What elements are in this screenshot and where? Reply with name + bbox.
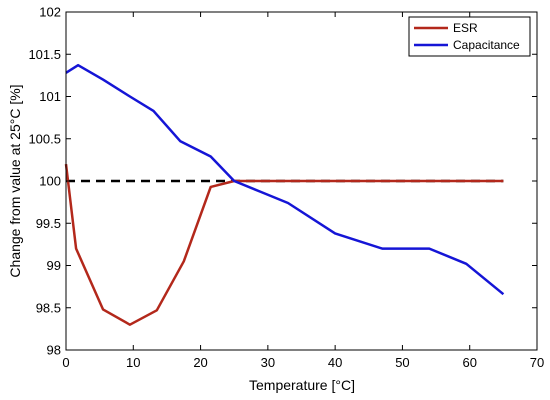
y-tick-label: 99: [47, 258, 61, 273]
x-tick-label: 70: [530, 355, 544, 370]
y-tick-label: 100: [39, 174, 61, 189]
y-tick-label: 100.5: [28, 131, 61, 146]
x-axis-label: Temperature [°C]: [249, 377, 355, 393]
x-tick-label: 30: [261, 355, 275, 370]
y-axis-ticks: 98 98.5 99 99.5 100 100.5 101 101.5 102: [28, 5, 537, 358]
y-tick-label: 101: [39, 89, 61, 104]
y-tick-label: 98.5: [36, 300, 61, 315]
y-tick-label: 101.5: [28, 47, 61, 62]
x-axis-ticks: 0 10 20 30 40 50 60 70: [62, 12, 544, 370]
x-tick-label: 50: [395, 355, 409, 370]
x-tick-label: 0: [62, 355, 69, 370]
x-tick-label: 20: [193, 355, 207, 370]
y-tick-label: 98: [47, 343, 61, 358]
legend: ESR Capacitance: [408, 16, 531, 57]
legend-label-capacitance: Capacitance: [453, 38, 520, 52]
legend-box: [408, 16, 531, 57]
series-layer: [64, 63, 505, 326]
y-tick-label: 99.5: [36, 216, 61, 231]
y-tick-label: 102: [39, 5, 61, 20]
x-tick-label: 10: [126, 355, 140, 370]
y-axis-label: Change from value at 25°C [%]: [7, 84, 23, 277]
x-tick-label: 40: [328, 355, 342, 370]
series-line-capacitance: [65, 63, 505, 296]
legend-label-esr: ESR: [453, 21, 478, 35]
x-tick-label: 60: [462, 355, 476, 370]
series-line-esr: [64, 163, 504, 326]
